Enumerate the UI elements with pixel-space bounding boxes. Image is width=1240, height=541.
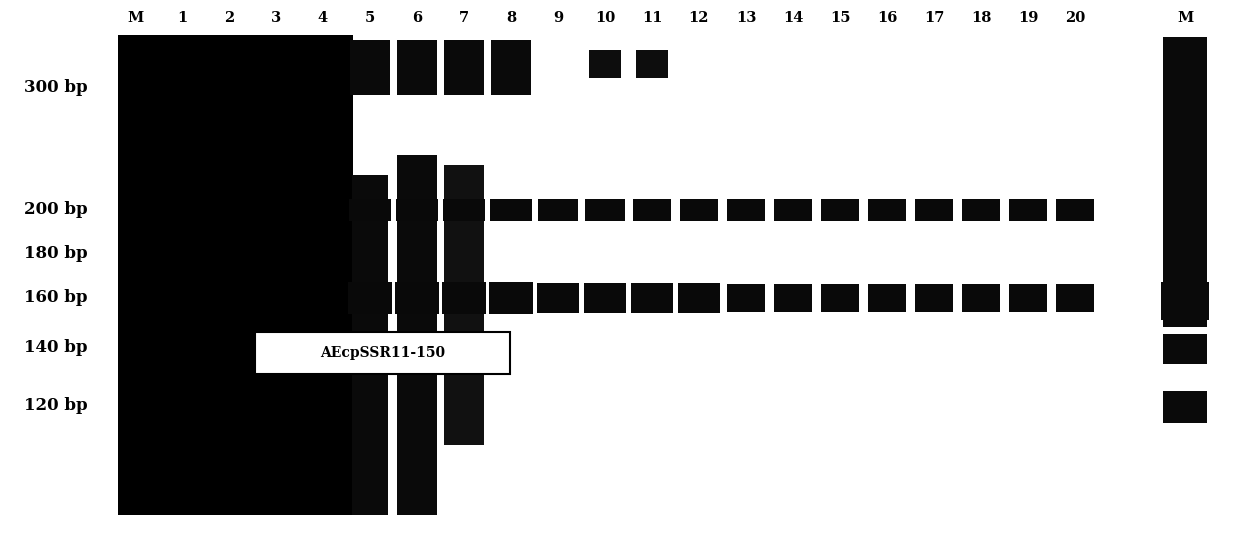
Text: 300 bp: 300 bp [25,80,88,96]
Text: AEcpSSR11-150: AEcpSSR11-150 [320,346,445,360]
Text: 20: 20 [1065,11,1085,25]
Bar [1056,199,1094,221]
Bar [352,175,388,515]
Text: 6: 6 [412,11,422,25]
Bar [632,199,671,221]
Text: 8: 8 [506,11,516,25]
Text: M: M [1177,11,1193,25]
Text: 11: 11 [642,11,662,25]
Bar [443,199,485,221]
Bar [585,199,625,221]
Text: 160 bp: 160 bp [25,289,88,307]
Bar [441,282,486,314]
Text: 10: 10 [595,11,615,25]
Bar [444,40,484,95]
Text: 1: 1 [177,11,187,25]
Bar [774,199,812,221]
Bar [1163,334,1207,364]
Bar [1161,282,1209,320]
Text: 13: 13 [735,11,756,25]
Bar [118,35,353,515]
Bar [1056,284,1094,312]
Text: 120 bp: 120 bp [25,397,88,413]
Text: 5: 5 [365,11,376,25]
Text: 19: 19 [1018,11,1038,25]
Text: 12: 12 [688,11,709,25]
Bar [1163,37,1207,327]
Text: 140 bp: 140 bp [25,340,88,357]
Bar [589,50,621,78]
Text: 2: 2 [224,11,234,25]
Text: 7: 7 [459,11,469,25]
Bar [727,199,765,221]
Bar [491,40,531,95]
Bar [489,282,533,314]
Bar [727,284,765,312]
Text: 18: 18 [971,11,991,25]
Text: 3: 3 [270,11,281,25]
Bar [962,199,999,221]
Bar [584,283,626,313]
Bar [915,284,954,312]
Text: M: M [126,11,143,25]
Text: 17: 17 [924,11,944,25]
Bar [537,283,579,313]
Bar [350,40,391,95]
Bar [444,165,484,445]
Bar [774,284,812,312]
Bar [636,50,668,78]
Bar [868,284,906,312]
Bar [490,199,532,221]
Bar [397,155,436,515]
Bar [255,332,510,374]
Text: 4: 4 [317,11,329,25]
Bar [1009,284,1047,312]
Text: 14: 14 [782,11,804,25]
Text: 16: 16 [877,11,898,25]
Bar [821,199,859,221]
Text: 15: 15 [830,11,851,25]
Bar [680,199,718,221]
Bar [1009,199,1047,221]
Bar [678,283,720,313]
Bar [821,284,859,312]
Bar [396,199,438,221]
Bar [538,199,578,221]
Text: 9: 9 [553,11,563,25]
Bar [348,199,391,221]
Bar [962,284,999,312]
Text: 200 bp: 200 bp [25,201,88,219]
Bar [396,282,439,314]
Bar [868,199,906,221]
Bar [915,199,954,221]
Bar [1163,391,1207,423]
Bar [631,283,673,313]
Bar [348,282,392,314]
Text: 180 bp: 180 bp [25,245,88,261]
Bar [397,40,436,95]
